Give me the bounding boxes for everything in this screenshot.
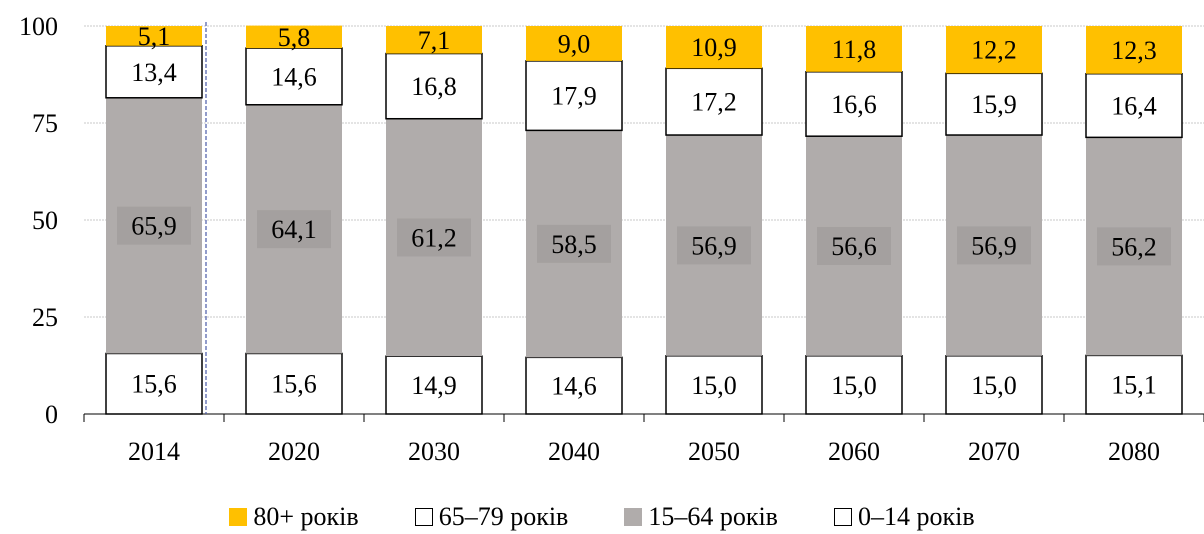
data-label: 16,6	[831, 90, 877, 119]
bar-segment	[245, 47, 343, 106]
y-tick-label: 25	[32, 303, 58, 332]
data-label: 17,9	[551, 82, 597, 111]
data-label: 56,9	[971, 231, 1017, 260]
x-tick-label: 2030	[408, 437, 460, 466]
bars	[105, 25, 1183, 415]
x-tick-label: 2060	[828, 437, 880, 466]
bar-segment	[665, 67, 763, 136]
data-label: 65,9	[131, 212, 177, 241]
data-label: 17,2	[691, 88, 737, 117]
data-label: 15,0	[971, 371, 1017, 400]
bar-segment	[246, 25, 342, 49]
data-label: 5,1	[138, 22, 171, 51]
legend-swatch-65-79	[414, 508, 433, 526]
bar-segment	[1086, 26, 1182, 74]
data-label: 14,9	[411, 371, 457, 400]
bar-segment	[666, 26, 762, 69]
bar-segment	[945, 355, 1043, 415]
data-label: 11,8	[832, 35, 877, 64]
data-label: 16,4	[1111, 92, 1157, 121]
data-label-background	[117, 206, 191, 245]
data-label: 12,2	[971, 36, 1017, 65]
legend-item-0-14: 0–14 років	[833, 502, 975, 532]
data-label: 9,0	[558, 29, 591, 58]
y-tick-label: 100	[19, 12, 58, 41]
legend-item-15-64: 15–64 років	[624, 502, 778, 532]
bar-segment	[1085, 72, 1183, 139]
legend-label-15-64: 15–64 років	[648, 502, 778, 531]
x-tick-label: 2080	[1108, 437, 1160, 466]
bar-segment	[525, 60, 623, 132]
data-label-background	[397, 218, 471, 257]
bar-segment	[105, 352, 203, 415]
data-label: 15,1	[1111, 371, 1157, 400]
bar-segment	[525, 356, 623, 415]
bar-segment	[106, 26, 202, 46]
legend-label-80-plus: 80+ років	[253, 502, 359, 531]
data-label: 13,4	[131, 58, 177, 87]
x-tick-label: 2050	[688, 437, 740, 466]
data-label: 15,0	[831, 371, 877, 400]
bar-segment	[806, 26, 902, 72]
bar-segment	[665, 355, 763, 415]
legend: 80+ років 65–79 років 15–64 років 0–14 р…	[0, 500, 1204, 534]
axes: 0 25 50 75 100 2014 2020 2030 2040 2050 2060 2070 20…	[19, 12, 1204, 466]
y-tick-label: 50	[32, 206, 58, 235]
data-label-background	[537, 224, 611, 263]
data-label: 56,6	[831, 232, 877, 261]
data-label: 16,8	[411, 72, 457, 101]
data-label: 56,2	[1111, 232, 1157, 261]
data-label: 15,6	[271, 370, 317, 399]
data-label: 15,6	[131, 370, 177, 399]
data-label: 14,6	[551, 372, 597, 401]
legend-item-80-plus: 80+ років	[229, 502, 359, 532]
bar-segment	[945, 72, 1043, 136]
x-tick-label: 2070	[968, 437, 1020, 466]
data-label: 14,6	[271, 62, 317, 91]
data-labels: 15,6 65,9 13,4 5,1 15,6 64,1 14,6 5,8 14,9 61,2 16…	[131, 22, 1157, 401]
bar-segment	[946, 26, 1042, 74]
data-label: 15,0	[691, 371, 737, 400]
x-tick-label: 2040	[548, 437, 600, 466]
data-label: 10,9	[691, 33, 737, 62]
legend-swatch-0-14	[833, 508, 852, 526]
data-label-background	[1097, 227, 1171, 266]
data-label-background	[677, 226, 751, 265]
data-label-background	[957, 226, 1031, 265]
x-tick-label: 2014	[128, 437, 180, 466]
data-label: 56,9	[691, 231, 737, 260]
data-label: 64,1	[271, 215, 317, 244]
bar-segment	[386, 26, 482, 54]
y-tick-label: 0	[45, 400, 58, 429]
data-label: 12,3	[1111, 36, 1157, 65]
data-label: 15,9	[971, 90, 1017, 119]
bar-segment	[805, 71, 903, 137]
legend-label-65-79: 65–79 років	[438, 502, 569, 531]
legend-swatch-15-64	[624, 508, 643, 526]
y-tick-label: 75	[32, 109, 58, 138]
bar-segment	[385, 52, 483, 120]
legend-item-65-79: 65–79 років	[414, 502, 569, 532]
bar-segment	[526, 26, 622, 61]
data-label: 58,5	[551, 230, 597, 259]
data-label: 61,2	[411, 223, 457, 252]
data-label: 7,1	[418, 26, 451, 55]
x-tick-label: 2020	[268, 437, 320, 466]
data-label-background	[817, 226, 891, 265]
legend-swatch-80-plus	[229, 508, 248, 526]
legend-label-0-14: 0–14 років	[857, 502, 975, 531]
data-label: 5,8	[278, 23, 311, 52]
data-label-background	[257, 210, 331, 249]
